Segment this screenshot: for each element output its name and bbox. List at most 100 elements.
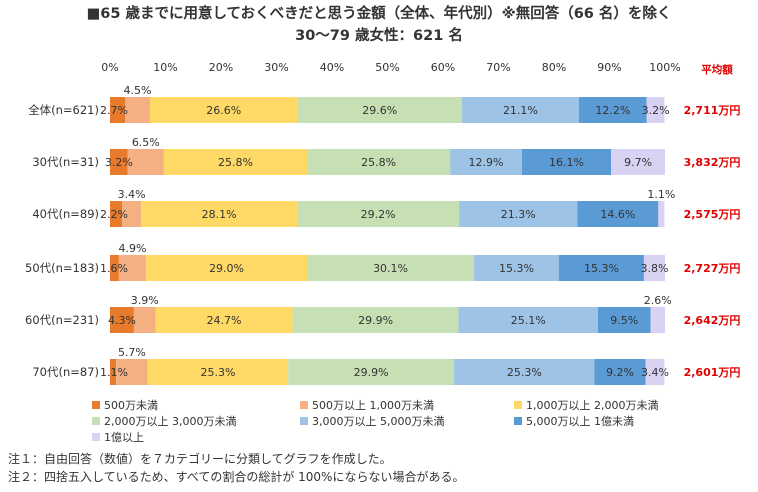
x-tick-label: 70% xyxy=(486,61,510,74)
bar-segment xyxy=(458,307,598,333)
bar-segment xyxy=(307,255,475,281)
bar-segment xyxy=(450,149,522,175)
bar-segment xyxy=(459,201,578,227)
data-label: 14.6% xyxy=(600,208,635,221)
data-label: 4.9% xyxy=(119,242,147,255)
data-label: 2.6% xyxy=(644,294,672,307)
legend-label: 1億以上 xyxy=(104,431,144,444)
legend-swatch xyxy=(92,417,100,425)
data-label: 24.7% xyxy=(207,314,242,327)
data-label: 2.7% xyxy=(100,104,128,117)
bar-segment xyxy=(461,97,579,123)
data-label: 29.6% xyxy=(362,104,397,117)
data-label: 3.9% xyxy=(131,294,159,307)
legend-swatch xyxy=(300,417,308,425)
bar-segment xyxy=(155,307,293,333)
data-label: 5.7% xyxy=(118,346,146,359)
bar-segment xyxy=(594,359,646,385)
average-amount: 2,642万円 xyxy=(684,314,741,327)
data-label: 12.2% xyxy=(595,104,630,117)
x-tick-label: 30% xyxy=(264,61,288,74)
data-label: 25.8% xyxy=(361,156,396,169)
data-label: 25.1% xyxy=(511,314,546,327)
bar-segment xyxy=(558,255,644,281)
x-tick-label: 10% xyxy=(153,61,177,74)
data-label: 21.1% xyxy=(503,104,538,117)
legend-label: 1,000万以上 2,000万未満 xyxy=(526,399,658,412)
legend-label: 500万未満 xyxy=(104,399,158,412)
data-label: 15.3% xyxy=(499,262,534,275)
data-label: 1.1% xyxy=(100,366,128,379)
category-label: 40代(n=89) xyxy=(32,207,99,221)
category-label: 全体(n=621) xyxy=(28,103,99,117)
bar-segment xyxy=(288,359,455,385)
data-label: 25.3% xyxy=(507,366,542,379)
bar-segment xyxy=(578,97,647,123)
bar-segment xyxy=(133,307,156,333)
bar-segment xyxy=(122,201,142,227)
data-label: 3.2% xyxy=(105,156,133,169)
bar-segment xyxy=(645,359,665,385)
legend-label: 3,000万以上 5,000万未満 xyxy=(312,415,444,428)
bar-segment xyxy=(650,307,665,333)
note-2: 注２：四捨五入しているため、すべての割合の総計が 100%にならない場合がある。 xyxy=(8,470,465,484)
bar-segment xyxy=(292,307,459,333)
data-label: 3.2% xyxy=(642,104,670,117)
bar-segment xyxy=(474,255,559,281)
data-label: 4.5% xyxy=(123,84,151,97)
bar-segment xyxy=(110,97,125,123)
data-label: 1.1% xyxy=(647,188,675,201)
data-label: 1.6% xyxy=(100,262,128,275)
x-tick-label: 0% xyxy=(101,61,118,74)
data-label: 12.9% xyxy=(469,156,504,169)
data-label: 6.5% xyxy=(132,136,160,149)
x-tick-label: 100% xyxy=(649,61,680,74)
category-label: 60代(n=231) xyxy=(25,313,99,327)
average-amount: 2,601万円 xyxy=(684,366,741,379)
bar-segment xyxy=(643,255,665,281)
data-label: 30.1% xyxy=(373,262,408,275)
chart-subtitle: 30～79 歳女性：621 名 xyxy=(295,26,463,44)
x-tick-label: 20% xyxy=(209,61,233,74)
bar-segment xyxy=(149,97,298,123)
average-header: 平均額 xyxy=(701,63,733,76)
x-tick-label: 90% xyxy=(597,61,621,74)
bar-segment xyxy=(141,201,298,227)
category-label: 50代(n=183) xyxy=(25,261,99,275)
bar-segment xyxy=(116,359,148,385)
bar-segment xyxy=(110,307,134,333)
category-label: 70代(n=87) xyxy=(32,365,99,379)
legend-swatch xyxy=(92,401,100,409)
note-1: 注１：自由回答（数値）を７カテゴリーに分類してグラフを作成した。 xyxy=(8,452,392,466)
legend-swatch xyxy=(300,401,308,409)
data-label: 3.4% xyxy=(118,188,146,201)
bar-segment xyxy=(147,359,289,385)
data-label: 15.3% xyxy=(584,262,619,275)
legend-swatch xyxy=(92,433,100,441)
data-label: 3.8% xyxy=(640,262,668,275)
bar-segment xyxy=(124,97,150,123)
x-tick-label: 60% xyxy=(431,61,455,74)
bar-segment xyxy=(146,255,308,281)
data-label: 25.3% xyxy=(200,366,235,379)
bar-segment xyxy=(658,201,665,227)
average-amount: 2,575万円 xyxy=(684,208,741,221)
data-label: 28.1% xyxy=(202,208,237,221)
data-label: 3.4% xyxy=(641,366,669,379)
category-label: 30代(n=31) xyxy=(32,155,99,169)
bar-segment xyxy=(127,149,164,175)
bar-segment xyxy=(597,307,651,333)
legend-label: 5,000万以上 1億未満 xyxy=(526,415,634,428)
bar-segment xyxy=(611,149,665,175)
bar-segment xyxy=(297,97,462,123)
average-amount: 2,727万円 xyxy=(684,262,741,275)
legend-label: 2,000万以上 3,000万未満 xyxy=(104,415,236,428)
data-label: 25.8% xyxy=(218,156,253,169)
x-tick-label: 40% xyxy=(320,61,344,74)
bar-segment xyxy=(297,201,460,227)
data-label: 4.3% xyxy=(108,314,136,327)
average-amount: 3,832万円 xyxy=(684,156,741,169)
data-label: 21.3% xyxy=(501,208,536,221)
bar-segment xyxy=(110,201,123,227)
bar-segment xyxy=(454,359,595,385)
